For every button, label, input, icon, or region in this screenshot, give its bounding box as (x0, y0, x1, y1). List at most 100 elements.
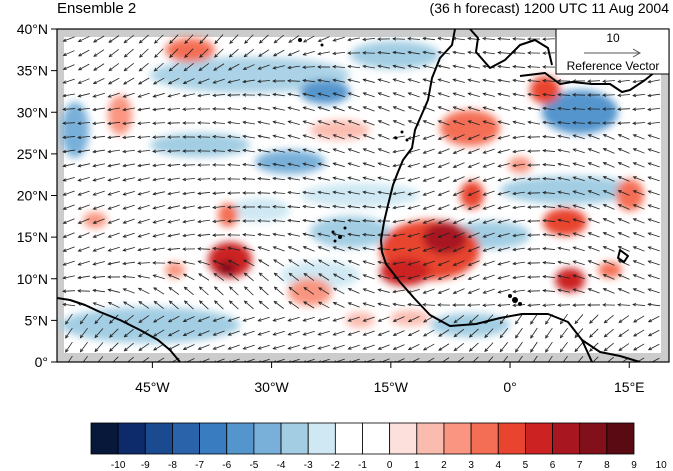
wind-arrow (257, 120, 270, 125)
wind-arrow (392, 247, 405, 252)
ensemble-title: Ensemble 2 (57, 0, 137, 17)
wind-arrow (572, 93, 586, 97)
wind-arrow (438, 343, 450, 351)
wind-arrow (377, 274, 390, 279)
wind-arrow (572, 260, 585, 266)
wind-arrow (214, 34, 224, 45)
wind-arrow (557, 190, 570, 195)
wind-arrow (167, 191, 180, 196)
wind-arrow (502, 356, 509, 362)
wind-arrow (317, 65, 331, 69)
wind-arrow (138, 301, 150, 309)
wind-arrow (407, 316, 420, 323)
wind-arrow (452, 148, 465, 154)
wind-arrow (227, 316, 240, 322)
wind-arrow (422, 204, 435, 210)
anomaly-positive (555, 268, 585, 292)
wind-arrow (557, 79, 571, 83)
wind-arrow (302, 148, 315, 154)
wind-arrow (332, 162, 345, 168)
wind-arrow (452, 50, 465, 55)
wind-arrow (512, 78, 525, 83)
wind-arrow (497, 177, 510, 182)
wind-arrow (572, 190, 585, 196)
wind-arrow (452, 162, 465, 168)
wind-arrow (587, 148, 600, 154)
colorbar-label: 1 (414, 460, 420, 471)
wind-arrow (138, 315, 150, 323)
wind-arrow (332, 36, 345, 42)
wind-arrow (617, 93, 631, 98)
wind-arrow (167, 77, 180, 85)
wind-arrow (214, 48, 224, 58)
wind-arrow (542, 218, 556, 223)
wind-arrow (317, 190, 330, 195)
wind-arrow (288, 272, 299, 282)
wind-arrow (437, 36, 451, 41)
wind-arrow (407, 302, 421, 307)
wind-arrow (332, 78, 345, 83)
wind-arrow (107, 204, 120, 210)
lat-tick-label: 35°N (17, 63, 48, 79)
wind-arrow (228, 300, 239, 310)
wind-arrow (153, 34, 164, 44)
wind-arrow (512, 191, 525, 196)
wind-arrow (603, 328, 614, 338)
wind-arrow (392, 233, 405, 238)
wind-arrow (317, 330, 330, 336)
wind-arrow (303, 286, 315, 295)
wind-arrow (497, 163, 510, 168)
wind-arrow (122, 261, 135, 266)
wind-arrow (92, 163, 105, 168)
wind-arrow (407, 232, 420, 238)
wind-arrow (392, 344, 405, 350)
forecast-time-title: (36 h forecast) 1200 UTC 11 Aug 2004 (429, 0, 669, 16)
wind-arrow (527, 51, 541, 55)
wind-arrow (122, 288, 135, 294)
wind-arrow (137, 204, 150, 210)
wind-arrow (527, 65, 541, 69)
wind-arrow (467, 260, 480, 266)
wind-arrow (317, 92, 330, 97)
wind-arrow (482, 134, 495, 140)
wind-arrow (632, 232, 645, 238)
wind-arrow (273, 272, 284, 282)
wind-arrow (227, 246, 240, 251)
wind-arrow (62, 135, 76, 140)
wind-arrow (212, 163, 226, 167)
wind-arrow (227, 163, 241, 167)
wind-arrow (422, 162, 435, 168)
wind-arrow (212, 191, 226, 195)
wind-arrow (77, 204, 90, 210)
lat-tick-label: 25°N (17, 146, 48, 162)
wind-arrow (517, 355, 523, 362)
wind-arrow (257, 64, 270, 70)
wind-arrow (302, 162, 315, 167)
wind-arrow (617, 246, 630, 252)
wind-arrow (152, 135, 166, 139)
wind-arrow (482, 274, 495, 280)
wind-arrow (512, 289, 525, 294)
wind-arrow (138, 62, 149, 72)
colorbar-swatch (226, 422, 255, 455)
wind-arrow (212, 93, 226, 98)
wind-arrow (94, 314, 104, 325)
wind-arrow (122, 149, 136, 154)
wind-arrow (272, 316, 285, 322)
island (512, 297, 518, 303)
wind-arrow (213, 272, 225, 281)
wind-arrow (302, 232, 315, 237)
wind-arrow (542, 204, 556, 209)
wind-arrow (302, 176, 315, 181)
wind-arrow (287, 50, 300, 56)
anomaly-negative (255, 150, 325, 174)
wind-arrow (362, 37, 376, 42)
wind-arrow (227, 259, 240, 266)
wind-arrow (572, 232, 585, 238)
wind-arrow (318, 273, 330, 281)
wind-arrow (227, 205, 241, 209)
wind-arrow (602, 274, 615, 280)
wind-arrow (303, 358, 315, 362)
wind-arrow (62, 163, 75, 168)
wind-arrow (392, 191, 405, 196)
